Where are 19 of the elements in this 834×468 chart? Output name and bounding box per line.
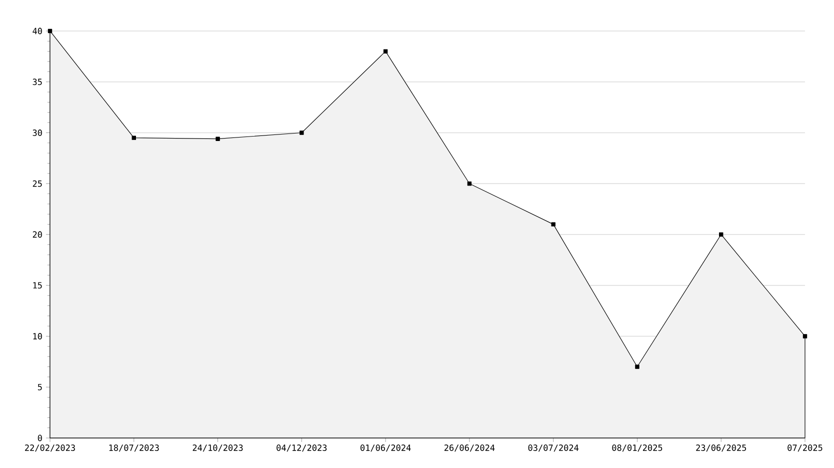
x-tick-label: 08/01/2025 [612,444,662,452]
y-tick-label: 20 [32,231,42,238]
y-tick-label: 10 [33,333,42,340]
y-tick-label: 0 [38,434,42,442]
y-tick-label: 25 [32,180,42,187]
x-tick-label: 18/07/2023 [109,444,159,452]
y-tick-label: 30 [32,130,42,136]
y-tick-label: 40 [32,28,42,34]
x-tick-label: 23/06/2025 [696,444,746,452]
x-tick-label: 01/06/2024 [360,444,411,452]
x-tick-label: 24/10/2023 [192,444,243,452]
x-tick-label: 07/2025 [788,444,822,452]
y-tick-label: 5 [38,384,42,390]
x-tick-label: 22/02/2023 [25,444,75,452]
y-tick-label: 35 [32,78,42,86]
x-tick-label: 03/07/2024 [528,444,579,452]
x-tick-label: 04/12/2023 [276,444,327,452]
y-tick-label: 15 [33,282,42,289]
x-tick-label: 26/06/2024 [444,444,495,452]
